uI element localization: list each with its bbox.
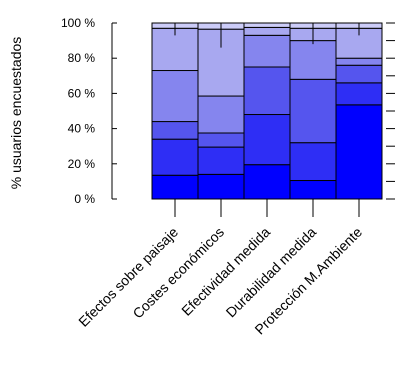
y-tick-label: 20 % bbox=[68, 157, 96, 171]
bar-segment-3-1 bbox=[244, 165, 290, 199]
y-tick-label: 80 % bbox=[68, 51, 96, 65]
bar-segment-1-4 bbox=[152, 71, 198, 122]
y-tick-label: 40 % bbox=[68, 122, 96, 136]
bar-segment-5-3 bbox=[336, 65, 382, 83]
x-tick-label-3: Efectividad medida bbox=[178, 224, 273, 319]
bar-segment-3-2 bbox=[244, 115, 290, 165]
bar-segment-4-4 bbox=[290, 41, 336, 80]
y-tick-label: 60 % bbox=[68, 86, 96, 100]
bar-segment-4-1 bbox=[290, 181, 336, 199]
y-axis: 0 % 20 % 40 % 60 % 80 % 100 % bbox=[61, 16, 117, 206]
y-tick-label: 0 % bbox=[74, 192, 95, 206]
bar-segment-4-2 bbox=[290, 143, 336, 181]
y-axis-label: % usuarios encuestados bbox=[8, 37, 24, 190]
y-tick-label: 100 % bbox=[61, 16, 95, 30]
bar-segment-2-1 bbox=[198, 174, 244, 199]
bar-segment-3-6 bbox=[244, 23, 290, 27]
bar-segment-2-4 bbox=[198, 96, 244, 133]
bar-segment-3-5 bbox=[244, 27, 290, 35]
bar-segment-5-2 bbox=[336, 83, 382, 105]
bar-segment-5-4 bbox=[336, 58, 382, 65]
bar-segment-2-3 bbox=[198, 133, 244, 147]
bar-segment-2-2 bbox=[198, 147, 244, 174]
bar-segment-1-3 bbox=[152, 122, 198, 140]
bar-segment-1-2 bbox=[152, 139, 198, 175]
bar-segment-1-1 bbox=[152, 175, 198, 199]
bar-segment-4-3 bbox=[290, 79, 336, 142]
bars-layer bbox=[152, 23, 382, 199]
bar-segment-5-1 bbox=[336, 105, 382, 199]
bar-segment-3-4 bbox=[244, 35, 290, 67]
right-axis bbox=[386, 23, 395, 199]
bar-segment-3-3 bbox=[244, 67, 290, 115]
